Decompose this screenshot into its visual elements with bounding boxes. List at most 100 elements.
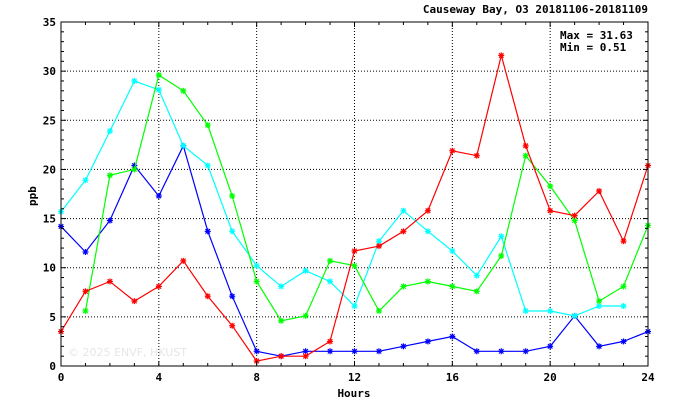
data-point [400, 207, 407, 214]
data-point [522, 307, 529, 314]
data-point [229, 293, 236, 300]
data-point [82, 177, 89, 184]
data-point [424, 207, 431, 214]
data-point [424, 228, 431, 235]
series-line [84, 74, 649, 322]
x-tick-label: 20 [544, 371, 557, 384]
data-point [498, 52, 505, 59]
watermark: © 2025 ENVF, HKUST [68, 346, 187, 359]
data-point [375, 238, 382, 245]
data-point [204, 293, 211, 300]
data-point [155, 283, 162, 290]
series-0 [58, 142, 651, 360]
data-point [204, 122, 211, 129]
data-point [278, 283, 285, 290]
data-point [155, 86, 162, 93]
data-point [400, 283, 407, 290]
data-point [180, 257, 187, 264]
data-series [58, 52, 651, 365]
y-tick-label: 30 [43, 65, 56, 78]
data-point [106, 128, 113, 135]
max-label: Max = 31.63 [560, 29, 633, 42]
data-point [620, 303, 627, 310]
data-point [449, 248, 456, 255]
data-point [302, 353, 309, 360]
data-point [571, 312, 578, 319]
data-point [473, 272, 480, 279]
series-3 [58, 52, 651, 365]
data-point [424, 338, 431, 345]
data-point [351, 303, 358, 310]
data-point [278, 317, 285, 324]
data-point [473, 152, 480, 159]
data-point [424, 278, 431, 285]
data-point [547, 183, 554, 190]
data-point [180, 142, 187, 149]
data-point [620, 238, 627, 245]
data-point [131, 298, 138, 305]
data-point [327, 348, 334, 355]
data-point [547, 343, 554, 350]
series-line [60, 80, 624, 317]
x-tick-label: 24 [641, 371, 655, 384]
min-label: Min = 0.51 [560, 41, 627, 54]
data-point [229, 322, 236, 329]
y-tick-label: 25 [43, 114, 56, 127]
data-point [82, 248, 89, 255]
data-point [106, 278, 113, 285]
data-point [351, 248, 358, 255]
y-axis-title: ppb [26, 186, 39, 206]
data-point [106, 217, 113, 224]
data-point [302, 267, 309, 274]
data-point [131, 77, 138, 84]
data-point [498, 252, 505, 259]
data-point [596, 298, 603, 305]
data-point [253, 348, 260, 355]
data-point [180, 87, 187, 94]
data-point [375, 243, 382, 250]
x-tick-label: 0 [58, 371, 65, 384]
data-point [522, 142, 529, 149]
data-point [229, 228, 236, 235]
x-tick-label: 12 [348, 371, 361, 384]
data-point [571, 212, 578, 219]
data-point [375, 348, 382, 355]
y-tick-label: 20 [43, 163, 56, 176]
data-point [571, 217, 578, 224]
data-point [449, 333, 456, 340]
data-point [351, 348, 358, 355]
y-tick-label: 15 [43, 213, 56, 226]
x-tick-label: 4 [156, 371, 163, 384]
data-point [547, 307, 554, 314]
data-point [449, 283, 456, 290]
data-point [449, 147, 456, 154]
y-tick-label: 10 [43, 262, 56, 275]
data-point [253, 278, 260, 285]
data-point [131, 166, 138, 173]
data-point [596, 303, 603, 310]
data-point [620, 283, 627, 290]
y-tick-label: 5 [49, 311, 56, 324]
data-point [229, 192, 236, 199]
data-point [327, 278, 334, 285]
data-point [620, 338, 627, 345]
data-point [400, 343, 407, 350]
data-point [106, 172, 113, 179]
data-point [327, 257, 334, 264]
chart-title: Causeway Bay, O3 20181106-20181109 [423, 3, 648, 16]
data-point [82, 288, 89, 295]
data-point [375, 307, 382, 314]
data-point [547, 207, 554, 214]
data-point [278, 353, 285, 360]
data-point [596, 343, 603, 350]
x-axis-title: Hours [337, 387, 370, 400]
data-point [327, 338, 334, 345]
series-2 [82, 72, 651, 324]
data-point [155, 72, 162, 79]
y-tick-label: 35 [43, 16, 56, 29]
data-point [473, 288, 480, 295]
data-point [522, 348, 529, 355]
data-point [82, 307, 89, 314]
y-tick-label: 0 [49, 360, 56, 373]
